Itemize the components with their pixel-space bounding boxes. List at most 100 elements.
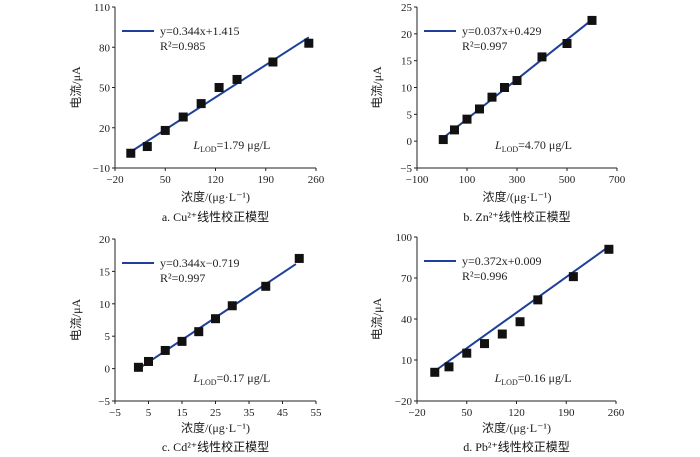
x-tick-label: 300 (509, 174, 526, 186)
legend-r-squared: R²=0.997 (462, 39, 507, 53)
y-tick-label: 20 (401, 29, 413, 41)
data-point (268, 57, 278, 67)
lod-subscript: LOD (200, 378, 217, 387)
data-point (444, 362, 454, 372)
x-tick-label: −20 (408, 407, 426, 419)
y-axis-label: 电流/μA (69, 298, 83, 341)
data-point (480, 339, 490, 349)
fit-line (130, 36, 310, 153)
y-axis-label: 电流/μA (69, 66, 83, 109)
x-tick-label: −100 (406, 174, 429, 186)
x-tick-label: 35 (244, 407, 256, 419)
data-point (304, 38, 314, 48)
lod-symbol: L (192, 371, 200, 385)
x-tick-label: 260 (308, 174, 325, 186)
data-point (438, 135, 448, 145)
data-point (160, 125, 170, 135)
lod-symbol: L (192, 138, 200, 152)
legend-r-squared: R²=0.996 (462, 269, 507, 283)
data-point (587, 15, 597, 25)
x-tick-label: 5 (146, 407, 152, 419)
lod-annotation: LLOD=1.79 μg/L (192, 138, 270, 154)
x-tick-label: 260 (608, 407, 625, 419)
y-tick-label: −5 (98, 396, 110, 408)
x-axis-label: 浓度/(μg·L⁻¹) (181, 420, 250, 435)
y-tick-label: 25 (401, 2, 413, 14)
chart-caption: c. Cd²⁺线性校正模型 (162, 439, 269, 454)
data-point (178, 112, 188, 122)
data-point (177, 336, 187, 346)
lod-annotation: LLOD=0.16 μg/L (494, 371, 572, 387)
lod-value: =1.79 μg/L (217, 138, 271, 152)
x-tick-label: 500 (559, 174, 576, 186)
lod-annotation: LLOD=0.17 μg/L (192, 371, 270, 387)
y-tick-label: −20 (395, 396, 413, 408)
data-point (160, 345, 170, 355)
y-tick-label: −5 (400, 163, 412, 175)
x-tick-label: 25 (210, 407, 222, 419)
y-tick-label: 40 (401, 314, 413, 326)
legend-equation: y=0.372x+0.009 (462, 254, 542, 268)
lod-value: =0.16 μg/L (518, 371, 572, 385)
data-point (568, 272, 578, 282)
data-point (214, 83, 224, 92)
x-tick-label: 15 (177, 407, 189, 419)
data-point (450, 125, 459, 135)
y-tick-label: 10 (401, 355, 413, 367)
x-tick-label: 100 (459, 174, 476, 186)
x-tick-label: 120 (207, 174, 224, 186)
data-point (142, 142, 152, 152)
chart-panel-cu: −20 50 120 190 260 −10 20 50 80 110 电流/μA 浓度/(μg·L⁻… (69, 2, 325, 224)
x-axis-label: 浓度/(μg·L⁻¹) (482, 420, 551, 435)
data-point (512, 76, 522, 86)
x-tick-label: −5 (109, 407, 121, 419)
y-tick-label: 50 (99, 83, 111, 95)
data-point (196, 99, 206, 109)
legend-r-squared: R²=0.985 (160, 39, 205, 53)
data-point (462, 114, 472, 124)
y-tick-label: 10 (401, 83, 413, 95)
y-tick-label: 5 (407, 109, 413, 121)
lod-symbol: L (494, 371, 502, 385)
lod-symbol: L (494, 138, 502, 152)
y-tick-label: 0 (105, 364, 111, 376)
data-point (500, 83, 509, 92)
data-point (261, 281, 271, 291)
chart-caption: d. Pb²⁺线性校正模型 (463, 439, 570, 454)
data-point (430, 367, 440, 377)
y-tick-label: 70 (401, 273, 413, 285)
legend-equation: y=0.037x+0.429 (462, 24, 542, 38)
data-point (126, 148, 136, 158)
x-tick-label: 50 (461, 407, 473, 419)
data-point (133, 362, 143, 372)
y-tick-label: 100 (396, 232, 413, 244)
legend-equation: y=0.344x−0.719 (160, 256, 240, 270)
data-point (533, 295, 543, 305)
x-tick-label: 120 (508, 407, 525, 419)
data-point (497, 329, 507, 339)
data-point (194, 327, 204, 337)
lod-value: =0.17 μg/L (217, 371, 271, 385)
x-tick-label: 190 (558, 407, 575, 419)
x-tick-label: 50 (160, 174, 172, 186)
lod-subscript: LOD (501, 378, 518, 387)
y-axis-label: 电流/μA (370, 66, 384, 109)
y-tick-label: 20 (99, 234, 111, 246)
data-point (211, 314, 220, 324)
data-point (604, 244, 614, 254)
data-point (232, 74, 242, 84)
x-axis-label: 浓度/(μg·L⁻¹) (482, 189, 551, 204)
y-tick-label: −10 (93, 163, 111, 175)
data-point (227, 301, 237, 311)
chart-caption: b. Zn²⁺线性校正模型 (463, 209, 570, 224)
lod-subscript: LOD (502, 145, 519, 154)
x-tick-label: 190 (258, 174, 275, 186)
chart-panel-cd: −5 5 15 25 35 45 55 −5 0 5 10 15 20 电流/μA 浓度/(μg·L⁻¹) c… (69, 234, 322, 454)
y-tick-label: 15 (401, 56, 413, 68)
lod-value: =4.70 μg/L (518, 138, 572, 152)
data-point (537, 52, 547, 62)
y-tick-label: 5 (105, 331, 111, 343)
y-tick-label: 20 (99, 123, 111, 135)
data-point (562, 38, 572, 48)
